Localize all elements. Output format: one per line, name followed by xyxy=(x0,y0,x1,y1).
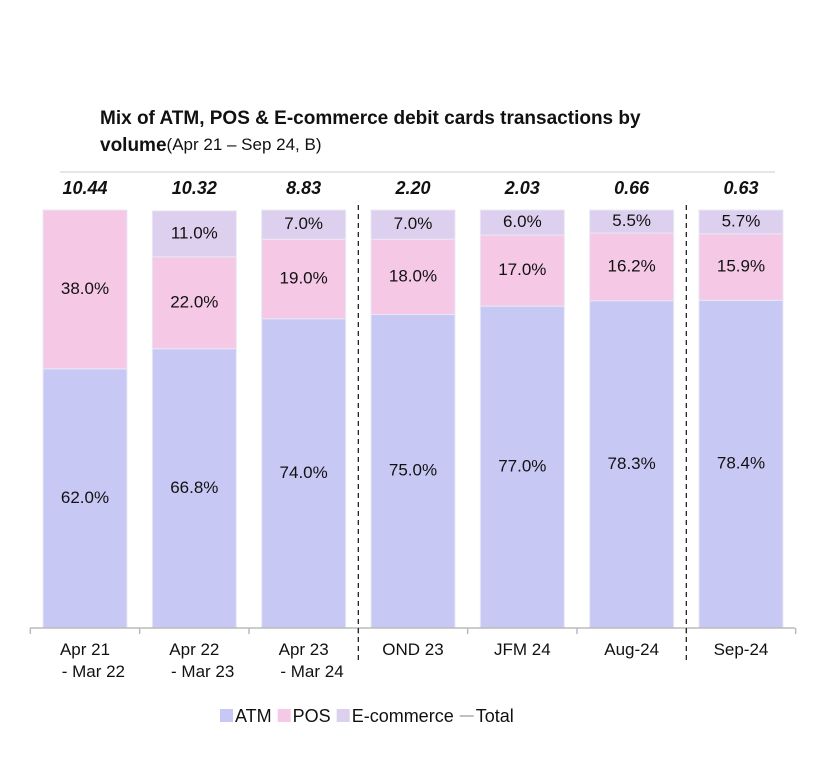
bar-segment xyxy=(698,233,784,301)
x-tick-label-line: Apr 23 xyxy=(279,640,329,659)
x-tick-label-line: Apr 21 xyxy=(60,640,110,659)
data-label: 22.0% xyxy=(170,292,218,311)
bar-segment xyxy=(479,305,565,629)
x-tick-label-line: - Mar 24 xyxy=(276,662,344,681)
data-label: 18.0% xyxy=(389,266,437,285)
x-tick-label: Aug-24 xyxy=(604,640,659,659)
bar-segment xyxy=(589,300,675,629)
legend-label: ATM xyxy=(235,706,272,726)
data-label: 19.0% xyxy=(280,268,328,287)
total-label: 0.66 xyxy=(614,178,650,198)
bar-segment xyxy=(151,256,237,350)
legend-swatch xyxy=(277,709,291,722)
legend-swatch xyxy=(336,709,350,722)
data-label: 78.4% xyxy=(717,454,765,473)
x-tick-label: JFM 24 xyxy=(494,640,551,659)
chart-title-line2: volume(Apr 21 – Sep 24, B) xyxy=(100,135,322,156)
bar-segment xyxy=(589,209,675,234)
x-tick-label: Apr 21 - Mar 22 xyxy=(57,640,125,681)
data-label: 7.0% xyxy=(394,214,433,233)
chart-subtitle: (Apr 21 – Sep 24, B) xyxy=(167,135,322,154)
bar-segment xyxy=(261,209,347,240)
total-label: 2.03 xyxy=(504,178,540,198)
bar-segment xyxy=(479,234,565,307)
data-label: 38.0% xyxy=(61,279,109,298)
bar-segment xyxy=(589,232,675,302)
x-tick-label: Apr 23 - Mar 24 xyxy=(276,640,344,681)
x-tick-label-line: - Mar 23 xyxy=(166,662,234,681)
x-tick-label: OND 23 xyxy=(382,640,443,659)
x-tick-label-line: Aug-24 xyxy=(604,640,659,659)
data-label: 75.0% xyxy=(389,461,437,480)
bar-segment xyxy=(698,299,784,629)
data-label: 62.0% xyxy=(61,488,109,507)
legend-label: E-commerce xyxy=(352,706,454,726)
bar-segment xyxy=(261,318,347,629)
bar-segment xyxy=(370,238,456,315)
data-label: 7.0% xyxy=(284,214,323,233)
data-label: 6.0% xyxy=(503,212,542,231)
bar-segment xyxy=(151,210,237,258)
bar-segment xyxy=(698,209,784,235)
data-label: 11.0% xyxy=(171,223,218,242)
legend-label: POS xyxy=(293,706,331,726)
x-tick-label-line: - Mar 22 xyxy=(57,662,125,681)
data-label: 16.2% xyxy=(608,256,656,275)
legend-swatch xyxy=(220,709,233,722)
x-tick-label-line: Sep-24 xyxy=(714,640,769,659)
total-label: 10.44 xyxy=(62,178,107,198)
total-label: 0.63 xyxy=(723,178,758,198)
x-tick-label: Sep-24 xyxy=(714,640,769,659)
bar-segment xyxy=(479,209,565,236)
x-tick-label-line: JFM 24 xyxy=(494,640,551,659)
total-label: 10.32 xyxy=(172,178,217,198)
data-label: 17.0% xyxy=(498,260,546,279)
bar-segment xyxy=(370,209,456,240)
legend-label: Total xyxy=(476,706,514,726)
data-label: 5.7% xyxy=(722,211,761,230)
bar-segment xyxy=(42,209,128,370)
total-label: 2.20 xyxy=(394,178,430,198)
data-label: 78.3% xyxy=(608,454,656,473)
chart-title: volume xyxy=(100,135,167,156)
x-tick-label: Apr 22 - Mar 23 xyxy=(166,640,234,681)
total-label: 8.83 xyxy=(286,178,321,198)
data-label: 15.9% xyxy=(717,257,765,276)
data-label: 77.0% xyxy=(498,457,546,476)
data-label: 66.8% xyxy=(170,478,218,497)
data-label: 74.0% xyxy=(280,463,328,482)
bar-segment xyxy=(261,238,347,320)
bar-segment xyxy=(370,314,456,629)
x-tick-label-line: OND 23 xyxy=(382,640,443,659)
x-tick-label-line: Apr 22 xyxy=(169,640,219,659)
chart-title: Mix of ATM, POS & E-commerce debit cards… xyxy=(100,108,641,129)
data-label: 5.5% xyxy=(612,211,651,230)
